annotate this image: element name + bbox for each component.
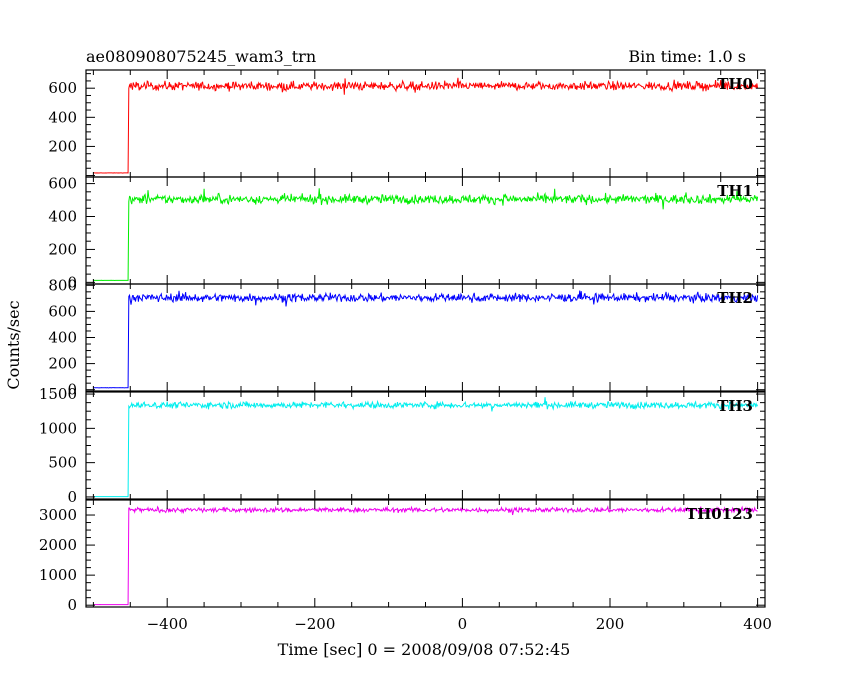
y-tick-label: 200 [48,240,77,258]
panels-group: 200 400 600 TH0 0 200 400 600 TH1 0 200 400 600 800 TH… [39,69,772,633]
y-tick-label: 500 [48,454,77,472]
series-line-th0 [93,77,759,174]
panel-label-th1: TH1 [717,182,753,200]
y-tick-label: 200 [48,137,77,155]
y-axis-title: Counts/sec [4,300,23,389]
panel-frame-th1 [85,176,766,285]
y-tick-label: 1000 [39,419,77,437]
y-tick-label: 600 [48,79,77,97]
x-axis-title: Time [sec] 0 = 2008/09/08 07:52:45 [278,640,571,659]
panel-label-th2: TH2 [717,289,753,307]
y-tick-label: 2000 [39,536,77,554]
panel-frame-th3 [85,391,766,500]
x-tick-label: 400 [743,615,772,633]
y-tick-label: 400 [48,329,77,347]
y-tick-label: 400 [48,108,77,126]
series-line-th2 [93,290,759,389]
y-tick-label: 1500 [39,385,77,403]
x-tick-label: 200 [596,615,625,633]
y-tick-label: 800 [48,276,77,294]
y-tick-label: 0 [67,381,77,399]
y-tick-label: 600 [48,175,77,193]
x-tick-label: 0 [458,615,468,633]
x-tick-label: −400 [147,615,188,633]
panel-label-th3: TH3 [717,397,753,415]
y-tick-label: 0 [67,273,77,291]
panel-frame-th0123 [85,499,766,608]
y-tick-label: 1000 [39,566,77,584]
series-line-th0123 [93,505,758,606]
y-tick-label: 200 [48,355,77,373]
y-tick-label: 0 [67,488,77,506]
panel-label-th0: TH0 [717,75,753,93]
y-tick-label: 600 [48,302,77,320]
y-tick-label: 0 [67,596,77,614]
x-tick-label: −200 [294,615,335,633]
bin-time-label: Bin time: 1.0 s [628,47,746,66]
series-line-th3 [93,397,759,498]
chart-title: ae080908075245_wam3_trn [86,47,316,66]
y-tick-label: 400 [48,208,77,226]
panel-label-th0123: TH0123 [686,505,753,523]
series-line-th1 [93,188,759,281]
y-tick-label: 3000 [39,506,77,524]
